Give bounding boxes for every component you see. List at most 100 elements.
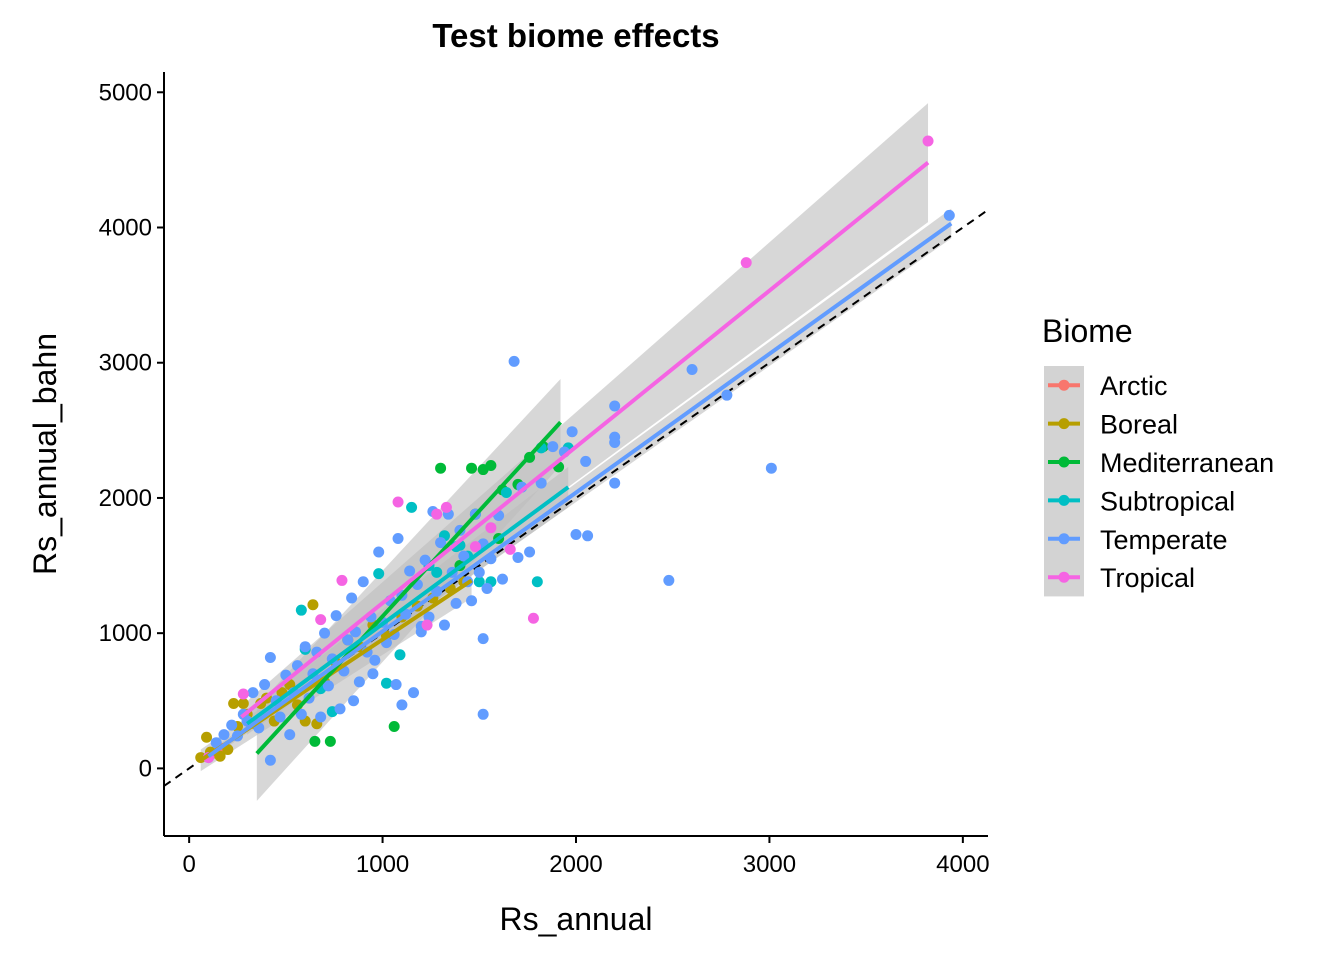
point-tropical (431, 508, 443, 520)
point-temperate (508, 355, 520, 367)
legend-label-temperate: Temperate (1100, 525, 1228, 555)
point-mediterranean (435, 462, 447, 474)
x-tick-label: 1000 (356, 851, 409, 878)
y-tick-label: 5000 (99, 79, 152, 106)
point-tropical (392, 496, 404, 508)
point-temperate (346, 592, 358, 604)
y-tick-label: 1000 (99, 620, 152, 647)
point-subtropical (373, 568, 385, 580)
legend-point-subtropical (1058, 494, 1070, 506)
point-tropical (336, 574, 348, 586)
legend-label-subtropical: Subtropical (1100, 486, 1235, 516)
point-temperate (466, 595, 478, 607)
point-temperate (322, 680, 334, 692)
point-tropical (527, 612, 539, 624)
point-temperate (535, 477, 547, 489)
point-subtropical (394, 649, 406, 661)
x-tick-label: 0 (182, 851, 195, 878)
legend: Biome Arctic Boreal Mediterranean Subtropic… (1042, 313, 1274, 597)
point-boreal (228, 697, 240, 709)
point-temperate (765, 462, 777, 474)
point-tropical (440, 501, 452, 513)
point-temperate (392, 533, 404, 545)
y-axis-title: Rs_annual_bahn (27, 333, 63, 575)
point-temperate (348, 695, 360, 707)
point-temperate (609, 477, 621, 489)
y-axis-ticks: 0 1000 2000 3000 4000 5000 (99, 79, 164, 782)
point-temperate (373, 546, 385, 558)
point-boreal (214, 750, 226, 762)
point-temperate (218, 729, 230, 741)
point-temperate (295, 708, 307, 720)
point-temperate (512, 551, 524, 563)
point-temperate (477, 708, 489, 720)
point-temperate (210, 737, 222, 749)
point-boreal (201, 731, 213, 743)
point-tropical (504, 543, 516, 555)
legend-point-boreal (1058, 418, 1070, 430)
x-tick-label: 4000 (936, 851, 989, 878)
fit-lines (199, 161, 953, 762)
y-tick-label: 0 (139, 755, 152, 782)
y-tick-label: 4000 (99, 215, 152, 242)
point-tropical (315, 614, 327, 626)
legend-label-tropical: Tropical (1100, 563, 1195, 593)
point-tropical (421, 619, 433, 631)
point-temperate (496, 573, 508, 585)
point-temperate (264, 652, 276, 664)
point-temperate (609, 431, 621, 443)
x-tick-label: 2000 (549, 851, 602, 878)
point-subtropical (380, 677, 392, 689)
point-subtropical (406, 501, 418, 513)
point-temperate (390, 679, 402, 691)
point-mediterranean (324, 735, 336, 747)
point-temperate (247, 687, 259, 699)
point-subtropical (295, 604, 307, 616)
fit-line-subtropical (245, 485, 570, 726)
point-temperate (226, 719, 238, 731)
chart-title: Test biome effects (432, 17, 719, 54)
legend-point-arctic (1058, 379, 1070, 391)
point-temperate (473, 566, 485, 578)
point-subtropical (473, 576, 485, 588)
point-mediterranean (466, 462, 478, 474)
point-temperate (686, 363, 698, 375)
legend-point-temperate (1058, 533, 1070, 545)
legend-label-boreal: Boreal (1100, 410, 1178, 440)
legend-point-tropical (1058, 571, 1070, 583)
x-axis-ticks: 0 1000 2000 3000 4000 (182, 836, 990, 878)
point-temperate (319, 627, 331, 639)
point-boreal (237, 697, 249, 709)
point-temperate (580, 455, 592, 467)
point-temperate (438, 619, 450, 631)
point-temperate (404, 565, 416, 577)
fit-line-mediterranean (255, 420, 563, 755)
point-temperate (264, 754, 276, 766)
point-temperate (524, 546, 536, 558)
point-temperate (435, 537, 447, 549)
point-temperate (274, 711, 286, 723)
legend-point-mediterranean (1058, 456, 1070, 468)
legend-label-arctic: Arctic (1100, 371, 1168, 401)
legend-label-mediterranean: Mediterranean (1100, 448, 1274, 478)
point-temperate (334, 703, 346, 715)
point-temperate (582, 530, 594, 542)
x-axis-title: Rs_annual (500, 901, 653, 937)
legend-key-background (1044, 366, 1084, 597)
point-mediterranean (309, 735, 321, 747)
point-tropical (485, 522, 497, 534)
point-temperate (408, 687, 420, 699)
point-temperate (419, 554, 431, 566)
point-temperate (721, 389, 733, 401)
point-tropical (740, 257, 752, 269)
point-mediterranean (485, 459, 497, 471)
y-tick-label: 3000 (99, 350, 152, 377)
point-subtropical (500, 487, 512, 499)
point-tropical (237, 688, 249, 700)
point-temperate (396, 699, 408, 711)
point-temperate (943, 209, 955, 221)
point-temperate (369, 654, 381, 666)
point-temperate (367, 668, 379, 680)
point-temperate (547, 441, 559, 453)
